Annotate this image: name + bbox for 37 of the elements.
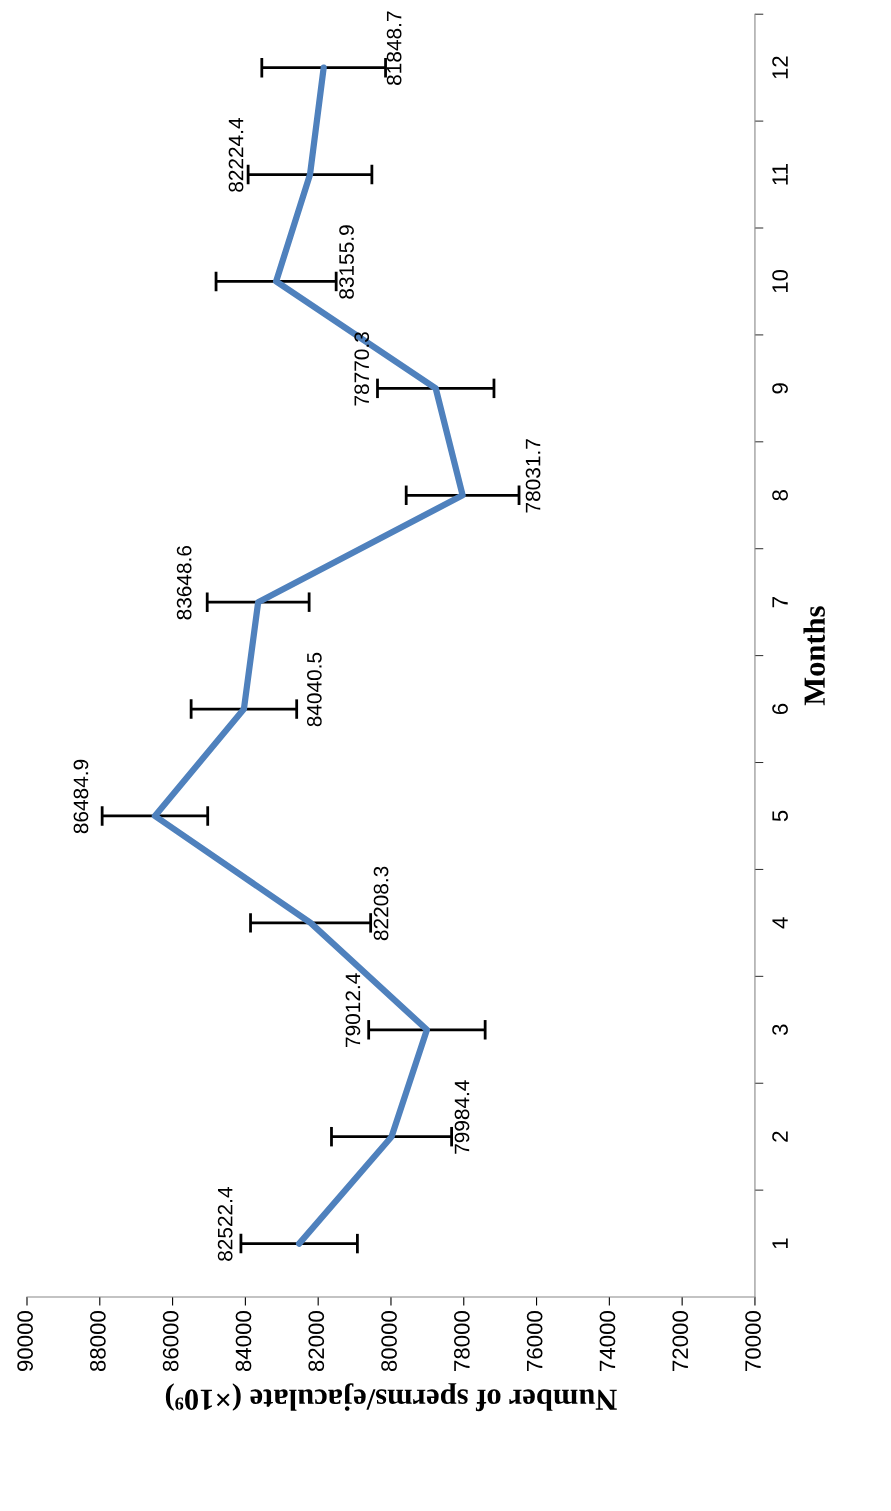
y-tick-label: 11 (772, 164, 788, 185)
y-tick-label: 4 (772, 917, 788, 929)
data-label: 78770.3 (354, 332, 370, 406)
data-label: 78031.7 (525, 439, 541, 513)
y-tick-label: 2 (772, 1131, 788, 1142)
y-tick-label: 8 (772, 490, 788, 501)
x-tick-label: 86000 (162, 1311, 179, 1372)
data-label: 79012.4 (345, 973, 361, 1047)
data-label: 86484.9 (73, 759, 89, 834)
y-tick-label: 1 (772, 1238, 788, 1249)
y-tick-label: 3 (772, 1024, 788, 1036)
x-tick-label: 80000 (381, 1311, 397, 1372)
x-axis-title: Number of sperms/ejaculate (×10⁹) (165, 1383, 617, 1412)
y-axis-title: Months (803, 606, 825, 706)
x-tick-label: 90000 (17, 1311, 33, 1371)
y-tick-label: 12 (772, 56, 788, 79)
x-tick-label: 88000 (90, 1311, 106, 1372)
data-label: 84040.5 (306, 652, 322, 727)
x-tick-label: 78000 (453, 1311, 470, 1371)
y-tick-label: 7 (772, 597, 788, 608)
y-tick-label: 6 (772, 703, 788, 715)
x-tick-label: 76000 (526, 1311, 543, 1371)
data-label: 82208.3 (373, 866, 389, 941)
data-label: 82224.4 (228, 118, 244, 192)
data-label: 83648.6 (176, 545, 192, 620)
data-label: 79984.4 (454, 1080, 470, 1154)
y-tick-label: 9 (772, 383, 788, 394)
data-label: 81848.7 (386, 11, 402, 85)
x-tick-label: 72000 (672, 1311, 689, 1371)
x-tick-label: 84000 (235, 1311, 252, 1372)
x-tick-label: 74000 (599, 1311, 616, 1371)
data-label: 83155.9 (339, 225, 354, 299)
x-tick-label: 82000 (308, 1311, 325, 1372)
y-tick-label: 5 (772, 810, 788, 822)
x-tick-label: 70000 (745, 1311, 761, 1371)
data-label: 82522.4 (217, 1187, 233, 1261)
y-tick-label: 10 (772, 269, 788, 293)
